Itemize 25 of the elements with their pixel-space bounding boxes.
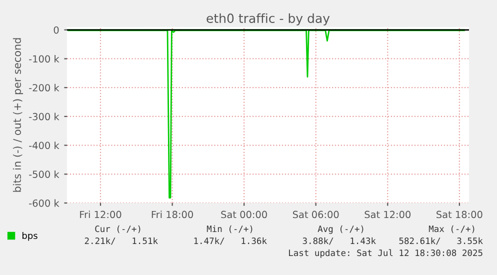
x-tick-label: Fri 18:00 — [152, 210, 193, 218]
y-tick-label: -500 k — [29, 170, 60, 178]
y-tick-label: 0 — [54, 26, 59, 34]
x-tick-label: Fri 12:00 — [80, 210, 122, 218]
chart-title: eth0 traffic - by day — [206, 13, 330, 26]
text: 3.88k/ 1.43k — [302, 237, 376, 245]
x-tick-label: Sat 06:00 — [292, 210, 339, 218]
text: 1.47k/ 1.36k — [194, 237, 267, 245]
text: Cur (-/+) — [95, 225, 140, 234]
text: 2.21k/ 1.51k — [84, 237, 158, 245]
text: 582.61k/ 3.55k — [399, 237, 483, 245]
x-tick-label: Sat 00:00 — [221, 210, 267, 218]
text: Last update: Sat Jul 12 18:30:08 2025 — [289, 249, 482, 258]
text: Max (-/+) — [428, 225, 474, 234]
y-axis-title: bits in (-) / out (+) per second — [12, 38, 24, 192]
text: Min (-/+) — [206, 225, 252, 234]
x-tick-label: Sat 18:00 — [436, 210, 482, 218]
text: Avg (-/+) — [318, 225, 364, 234]
y-tick-label: -400 k — [29, 142, 60, 150]
y-tick-label: -300 k — [29, 112, 60, 120]
legend-label: bps — [22, 232, 38, 241]
x-tick-label: Sat 12:00 — [364, 210, 411, 218]
y-tick-label: -600 k — [29, 199, 60, 207]
y-tick-label: -100 k — [29, 55, 60, 63]
y-tick-label: -200 k — [29, 84, 60, 92]
